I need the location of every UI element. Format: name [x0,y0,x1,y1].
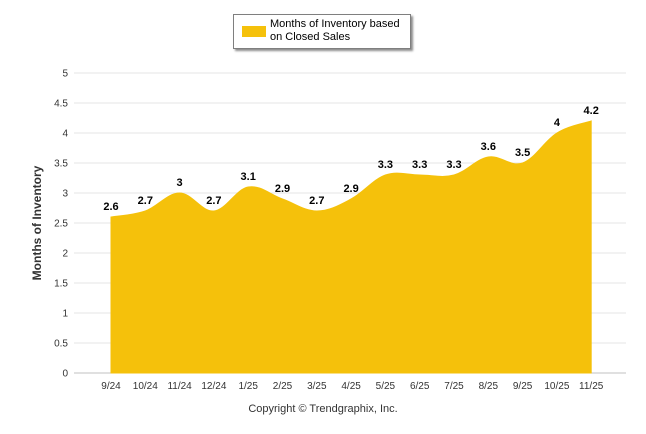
legend-label: Months of Inventory based on Closed Sale… [270,18,400,43]
y-tick-label: 0.5 [54,339,68,350]
y-tick-label: 2.5 [54,219,68,230]
x-axis: 9/24 10/24 11/24 12/24 1/25 2/25 3/25 4/25 5/25 6… [101,381,604,392]
data-label: 2.7 [309,195,324,207]
data-label: 4 [554,117,561,129]
data-label: 4.2 [584,105,599,117]
x-tick-label: 9/24 [101,381,121,392]
data-label: 3.3 [446,159,461,171]
y-tick-label: 0 [62,369,68,380]
x-tick-label: 4/25 [341,381,361,392]
data-label: 2.9 [343,183,358,195]
data-labels: 2.6 2.7 3 2.7 3.1 2.9 2.7 2.9 3.3 3.3 3.3 3.6 3.5 4 4.… [103,105,598,213]
data-label: 3 [177,177,183,189]
area-series [110,120,592,374]
area-fill [110,120,592,374]
x-tick-label: 7/25 [444,381,464,392]
data-label: 2.7 [138,195,153,207]
data-label: 2.7 [206,195,221,207]
x-tick-label: 2/25 [273,381,293,392]
x-tick-label: 9/25 [513,381,533,392]
data-label: 3.3 [378,159,393,171]
y-tick-label: 3 [62,189,68,200]
copyright-text: Copyright © Trendgraphix, Inc. [248,403,398,415]
y-tick-label: 4 [62,129,68,140]
data-label: 3.6 [481,141,496,153]
data-label: 2.6 [103,201,118,213]
y-tick-label: 5 [62,69,68,80]
x-tick-label: 8/25 [479,381,499,392]
data-label: 2.9 [275,183,290,195]
x-tick-label: 1/25 [238,381,258,392]
x-tick-label: 10/24 [133,381,158,392]
x-tick-label: 11/24 [167,381,192,392]
x-tick-label: 6/25 [410,381,430,392]
y-tick-label: 2 [62,249,68,260]
x-tick-label: 10/25 [544,381,569,392]
y-tick-label: 1.5 [54,279,68,290]
data-label: 3.3 [412,159,427,171]
y-tick-label: 1 [62,309,68,320]
x-tick-label: 11/25 [579,381,604,392]
legend: Months of Inventory based on Closed Sale… [233,14,411,49]
y-tick-label: 3.5 [54,159,68,170]
x-tick-label: 12/24 [201,381,226,392]
y-axis: 0 0.5 1 1.5 2 2.5 3 3.5 4 4.5 5 [54,69,68,380]
y-axis-title: Months of Inventory [30,165,44,280]
data-label: 3.1 [241,171,256,183]
y-tick-label: 4.5 [54,99,68,110]
x-tick-label: 3/25 [307,381,327,392]
x-tick-label: 5/25 [376,381,396,392]
data-label: 3.5 [515,147,530,159]
legend-swatch [242,26,266,37]
